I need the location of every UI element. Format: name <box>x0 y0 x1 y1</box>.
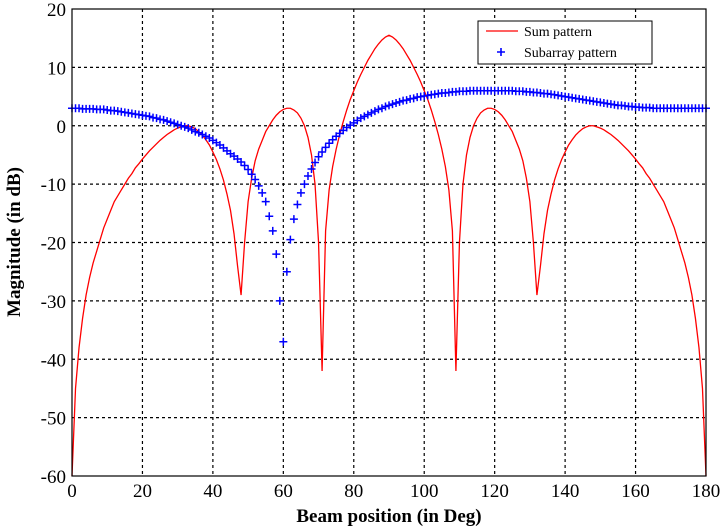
legend-subarray-label: Subarray pattern <box>524 46 617 61</box>
subarray-point <box>388 100 397 109</box>
subarray-point <box>180 122 189 131</box>
tick-labels: 0 20 40 60 80 100 120 140 160 18020100-10-20-30-4… <box>41 0 720 502</box>
subarray-point <box>279 337 288 346</box>
grid <box>72 9 706 476</box>
y-tick-label: 20 <box>47 0 66 21</box>
subarray-point <box>265 212 274 221</box>
subarray-point <box>363 110 372 119</box>
subarray-point <box>258 188 267 197</box>
subarray-point <box>194 128 203 137</box>
subarray-point <box>275 296 284 305</box>
y-tick-label: -30 <box>41 292 66 313</box>
subarray-point <box>272 250 281 259</box>
subarray-point <box>286 235 295 244</box>
legend-subarray-plus-icon <box>497 48 505 56</box>
subarray-point <box>268 226 277 235</box>
series-subarray-pattern <box>68 86 710 346</box>
subarray-point <box>145 112 154 121</box>
plot-frame <box>71 8 707 477</box>
y-tick-label: 0 <box>57 117 67 138</box>
x-axis-label: Beam position (in Deg) <box>296 506 481 527</box>
legend: Sum pattern Subarray pattern <box>477 20 653 65</box>
subarray-point <box>170 119 179 128</box>
subarray-point <box>296 188 305 197</box>
subarray-point <box>191 127 200 136</box>
subarray-point <box>177 121 186 130</box>
x-tick-label: 100 <box>410 481 439 502</box>
subarray-point <box>311 158 320 167</box>
subarray-point <box>237 157 246 166</box>
y-tick-label: -20 <box>41 234 66 255</box>
subarray-point <box>293 200 302 209</box>
subarray-point <box>251 175 260 184</box>
subarray-point <box>328 135 337 144</box>
subarray-point <box>395 97 404 106</box>
subarray-point <box>392 98 401 107</box>
x-tick-label: 160 <box>621 481 650 502</box>
subarray-point <box>314 152 323 161</box>
subarray-point <box>261 197 270 206</box>
subarray-point <box>240 161 249 170</box>
subarray-point <box>409 94 418 103</box>
x-tick-label: 180 <box>692 481 720 502</box>
x-tick-label: 120 <box>480 481 509 502</box>
subarray-point <box>282 267 291 276</box>
subarray-point <box>300 180 309 189</box>
subarray-point <box>374 105 383 114</box>
x-tick-label: 140 <box>551 481 580 502</box>
subarray-point <box>173 120 182 129</box>
y-tick-label: 10 <box>47 58 66 79</box>
legend-sum-label: Sum pattern <box>524 25 592 40</box>
subarray-point <box>289 215 298 224</box>
subarray-point <box>166 118 175 127</box>
subarray-point <box>356 114 365 123</box>
subarray-point <box>152 114 161 123</box>
y-tick-label: -50 <box>41 409 66 430</box>
subarray-point <box>385 101 393 110</box>
y-axis-label: Magnitude (in dB) <box>4 167 25 317</box>
y-tick-label: -10 <box>41 175 66 196</box>
plot-background <box>72 9 706 476</box>
subarray-point <box>163 117 172 126</box>
subarray-point <box>370 107 379 116</box>
subarray-point <box>198 130 207 139</box>
subarray-point <box>377 104 386 113</box>
series-layer <box>68 34 710 477</box>
subarray-point <box>381 102 390 111</box>
x-tick-label: 80 <box>344 481 363 502</box>
subarray-point <box>367 108 376 117</box>
y-tick-label: -60 <box>41 467 66 488</box>
subarray-point <box>244 165 253 174</box>
subarray-point <box>325 139 334 148</box>
x-tick-label: 60 <box>274 481 293 502</box>
legend-box <box>477 20 653 65</box>
subarray-point <box>254 181 263 190</box>
x-tick-label: 40 <box>203 481 222 502</box>
subarray-point <box>360 112 369 121</box>
subarray-point <box>201 132 210 141</box>
y-tick-label: -40 <box>41 350 66 371</box>
subarray-point <box>318 148 327 157</box>
x-tick-label: 20 <box>133 481 152 502</box>
subarray-point <box>402 96 411 105</box>
subarray-point <box>184 124 193 133</box>
x-tick-label: 0 <box>67 481 77 502</box>
subarray-point <box>321 143 330 152</box>
subarray-point <box>307 164 316 173</box>
subarray-point <box>303 171 312 180</box>
subarray-point <box>247 170 256 179</box>
subarray-point <box>159 115 168 124</box>
subarray-point <box>187 125 196 134</box>
